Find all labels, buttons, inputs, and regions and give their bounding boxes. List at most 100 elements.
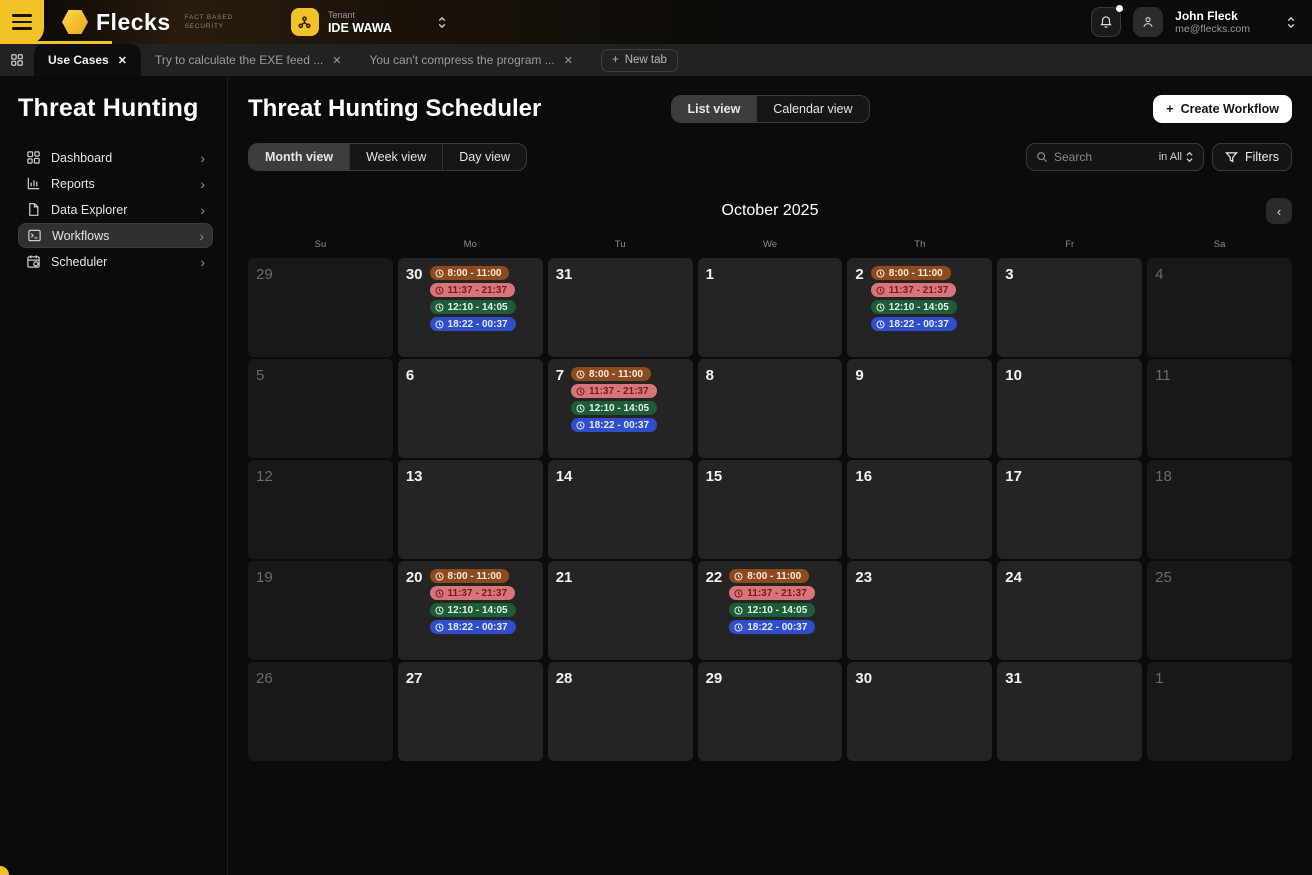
clock-icon	[734, 588, 743, 598]
toggle-week-view[interactable]: Week view	[349, 144, 442, 170]
event-pill[interactable]: 11:37 - 21:37	[429, 283, 516, 297]
day-number: 20	[405, 569, 423, 586]
event-pill[interactable]: 11:37 - 21:37	[729, 586, 815, 600]
tab-2[interactable]: You can't compress the program ... ✕	[355, 44, 587, 76]
event-pill[interactable]: 18:22 - 00:37	[571, 418, 658, 432]
event-pill[interactable]: 18:22 - 00:37	[870, 317, 957, 331]
hamburger-menu-button[interactable]	[0, 0, 44, 44]
tab-overview-icon[interactable]	[0, 53, 34, 67]
calendar-day-cell[interactable]: 23	[847, 561, 993, 660]
calendar-day-cell[interactable]: 7 8:00 - 11:00 11:37 - 21:37 12:10 - 14:05 1…	[547, 359, 693, 458]
filters-button[interactable]: Filters	[1211, 143, 1292, 171]
event-pill[interactable]: 8:00 - 11:00	[429, 569, 510, 583]
day-number: 27	[405, 670, 423, 687]
event-pill[interactable]: 8:00 - 11:00	[729, 569, 810, 583]
create-workflow-button[interactable]: + Create Workflow	[1153, 95, 1293, 123]
tab-close-icon[interactable]: ✕	[117, 54, 127, 67]
notifications-button[interactable]	[1091, 5, 1124, 37]
event-time: 8:00 - 11:00	[888, 267, 943, 279]
plus-icon: +	[1166, 102, 1174, 116]
calendar-day-cell[interactable]: 6	[397, 359, 543, 458]
calendar-day-cell[interactable]: 20 8:00 - 11:00 11:37 - 21:37 12:10 - 14:05…	[397, 561, 543, 660]
calendar-day-cell[interactable]: 1	[1147, 662, 1292, 761]
calendar-day-cell[interactable]: 31	[547, 258, 693, 357]
calendar-prev-button[interactable]: ‹	[1266, 198, 1292, 224]
calendar-day-cell[interactable]: 24	[997, 561, 1143, 660]
event-pill[interactable]: 12:10 - 14:05	[571, 401, 658, 415]
search-scope-select[interactable]: in All	[1159, 151, 1194, 163]
calendar-day-cell[interactable]: 13	[397, 460, 543, 559]
sidebar-item-scheduler[interactable]: Scheduler ›	[18, 249, 213, 274]
sidebar-item-dashboard[interactable]: Dashboard ›	[18, 145, 213, 170]
calendar-day-cell[interactable]: 21	[547, 561, 693, 660]
event-pill[interactable]: 11:37 - 21:37	[571, 384, 657, 398]
event-time: 18:22 - 00:37	[447, 318, 508, 330]
event-pill[interactable]: 11:37 - 21:37	[429, 586, 516, 600]
calendar-day-cell[interactable]: 15	[697, 460, 843, 559]
tenant-selector[interactable]: Tenant IDE WAWA	[290, 8, 447, 36]
calendar-day-cell[interactable]: 17	[997, 460, 1143, 559]
sidebar-item-data-explorer[interactable]: Data Explorer ›	[18, 197, 213, 222]
toggle-calendar-view[interactable]: Calendar view	[756, 96, 868, 122]
toggle-month-view[interactable]: Month view	[249, 144, 350, 170]
calendar-day-cell[interactable]: 26	[248, 662, 393, 761]
calendar-day-cell[interactable]: 31	[997, 662, 1143, 761]
tab-use-cases[interactable]: Use Cases ✕	[34, 44, 141, 76]
calendar-day-cell[interactable]: 25	[1147, 561, 1292, 660]
calendar-day-cell[interactable]: 30	[847, 662, 993, 761]
search-input[interactable]	[1053, 150, 1153, 164]
calendar-day-cell[interactable]: 1	[697, 258, 843, 357]
calendar-day-cell[interactable]: 29	[697, 662, 843, 761]
weekday-header-row: Su Mo Tu We Th Fr Sa	[248, 239, 1292, 250]
event-pill[interactable]: 18:22 - 00:37	[729, 620, 816, 634]
tabs-container: Use Cases ✕ Try to calculate the EXE feed …	[34, 44, 587, 76]
calendar-day-cell[interactable]: 3	[997, 258, 1143, 357]
calendar-day-cell[interactable]: 11	[1147, 359, 1292, 458]
toggle-list-view[interactable]: List view	[671, 96, 757, 122]
chevron-right-icon: ›	[199, 227, 204, 244]
calendar-day-cell[interactable]: 22 8:00 - 11:00 11:37 - 21:37 12:10 - 14:05…	[697, 561, 843, 660]
tab-close-icon[interactable]: ✕	[563, 54, 573, 67]
calendar-day-cell[interactable]: 14	[547, 460, 693, 559]
sidebar-item-workflows[interactable]: Workflows ›	[18, 223, 213, 248]
calendar-day-cell[interactable]: 9	[847, 359, 993, 458]
event-pill[interactable]: 8:00 - 11:00	[571, 367, 651, 381]
event-pill[interactable]: 8:00 - 11:00	[429, 266, 510, 280]
calendar-day-cell[interactable]: 2 8:00 - 11:00 11:37 - 21:37 12:10 - 14:05 1…	[847, 258, 993, 357]
toggle-day-view[interactable]: Day view	[442, 144, 526, 170]
calendar-day-cell[interactable]: 5	[248, 359, 393, 458]
calendar-day-cell[interactable]: 8	[697, 359, 843, 458]
calendar-day-cell[interactable]: 12	[248, 460, 393, 559]
weekday-label: Sa	[1213, 239, 1226, 250]
sidebar-item-reports[interactable]: Reports ›	[18, 171, 213, 196]
calendar-day-cell[interactable]: 19	[248, 561, 393, 660]
user-menu-chevron-updown-icon[interactable]	[1286, 16, 1296, 29]
event-pill[interactable]: 18:22 - 00:37	[429, 317, 516, 331]
calendar-day-cell[interactable]: 30 8:00 - 11:00 11:37 - 21:37 12:10 - 14:05…	[397, 258, 543, 357]
calendar-day-cell[interactable]: 28	[547, 662, 693, 761]
event-pill[interactable]: 8:00 - 11:00	[870, 266, 951, 280]
event-pill[interactable]: 12:10 - 14:05	[729, 603, 816, 617]
tenant-chevron-updown-icon[interactable]	[437, 16, 447, 29]
calendar-day-cell[interactable]: 10	[997, 359, 1143, 458]
event-pill[interactable]: 18:22 - 00:37	[429, 620, 516, 634]
calendar-day-cell[interactable]: 4	[1147, 258, 1292, 357]
calendar-day-cell[interactable]: 27	[397, 662, 543, 761]
event-pill[interactable]: 12:10 - 14:05	[870, 300, 957, 314]
event-pill[interactable]: 11:37 - 21:37	[870, 283, 957, 297]
weekday-label: Th	[914, 239, 926, 250]
user-name: John Fleck	[1175, 9, 1238, 23]
day-number: 1	[1155, 670, 1164, 687]
tab-1[interactable]: Try to calculate the EXE feed ... ✕	[141, 44, 356, 76]
calendar-day-cell[interactable]: 29	[248, 258, 393, 357]
calendar-day-cell[interactable]: 16	[847, 460, 993, 559]
new-tab-button[interactable]: + New tab	[600, 48, 678, 72]
event-pill[interactable]: 12:10 - 14:05	[429, 300, 516, 314]
day-number: 15	[705, 468, 723, 485]
event-time: 12:10 - 14:05	[888, 301, 949, 313]
event-pill[interactable]: 12:10 - 14:05	[429, 603, 516, 617]
tab-close-icon[interactable]: ✕	[332, 54, 342, 67]
clock-icon	[435, 588, 444, 598]
calendar-day-cell[interactable]: 18	[1147, 460, 1292, 559]
user-avatar[interactable]	[1133, 7, 1164, 37]
